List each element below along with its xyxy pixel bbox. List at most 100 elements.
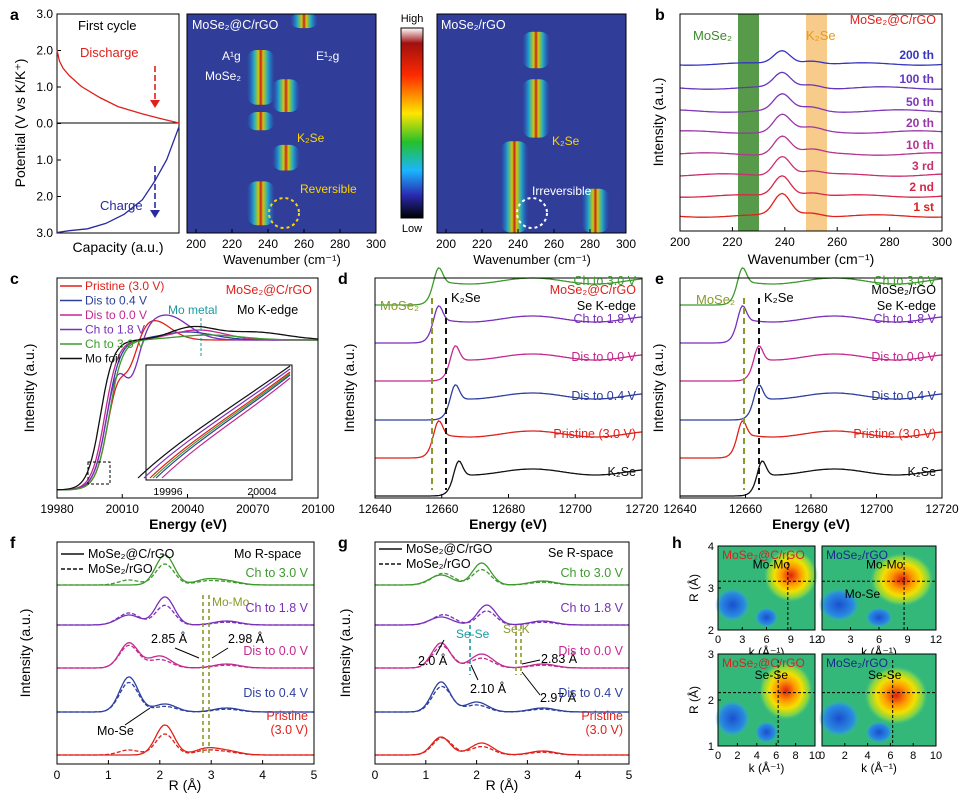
map1-xlabel: Wavenumber (cm⁻¹): [223, 252, 341, 267]
se-x-tick-label: 12640: [663, 502, 697, 516]
map-x-tick-label: 300: [616, 237, 636, 251]
raman-spectrum-3rd: [679, 155, 943, 177]
map2-title: MoSe₂/rGO: [441, 18, 506, 32]
map1-a1g-label: A¹g: [222, 49, 241, 63]
rspace-curve: [57, 604, 314, 626]
raman-spectrum-50th: [679, 93, 943, 113]
panel-f-xlabel: R (Å): [169, 777, 202, 793]
wt-cold-spot: [754, 607, 779, 628]
spectrum-label: K₂Se: [908, 465, 937, 479]
f-mose-label: Mo-Se: [97, 724, 134, 738]
wt-ytick-label: 3: [708, 583, 714, 595]
se-x-tick-label: 12660: [729, 502, 763, 516]
wt-cold-spot: [818, 700, 860, 737]
panel-f-ylabel: Intensity (a.u.): [17, 609, 33, 698]
map2-xticks: 200 220 240 260 280 300: [436, 229, 636, 251]
colorbar: [400, 27, 424, 219]
spectrum-label: K₂Se: [608, 465, 637, 479]
wt-xtick-label: 9: [788, 634, 794, 646]
wt-ytick-label: 3: [708, 649, 714, 661]
map2-marker-circle: [516, 197, 548, 229]
cycle-label: 50 th: [906, 95, 934, 109]
xanes-curve: [57, 334, 318, 491]
panel-f: MoSe₂@C/rGO MoSe₂/rGO Mo R-space Mo-Mo 2…: [17, 541, 318, 793]
raman-peak-band: [272, 79, 300, 113]
spectrum-label: Pristine (3.0 V): [553, 427, 636, 441]
panel-e-xlabel: Energy (eV): [772, 516, 850, 532]
panel-letter-b: b: [655, 7, 665, 24]
panel-d-curves: [375, 267, 643, 497]
r-x-tick-label: 4: [259, 768, 266, 782]
r-x-tick-label: 0: [54, 768, 61, 782]
rspace-curve: [375, 568, 629, 586]
se-x-tick-label: 12720: [625, 502, 659, 516]
wt-hot-spot: [864, 665, 929, 725]
f-r2-label: 2.98 Å: [228, 631, 265, 646]
c-x-tick-label: 20070: [236, 502, 270, 516]
rspace-curve: [57, 563, 314, 586]
wt-ytick-label: 4: [708, 541, 714, 553]
se-xanes-curve: [680, 305, 943, 344]
wt-map-frame: [821, 653, 937, 747]
d-k2se-label: K₂Se: [451, 290, 481, 305]
r-x-tick-label: 3: [524, 768, 531, 782]
raman-peak-band: [246, 181, 275, 226]
g-sese-label: Se-Se: [456, 627, 490, 641]
map-shade: [187, 14, 376, 233]
cycle-label: 3 rd: [912, 159, 934, 173]
mo-metal-label: Mo metal: [168, 303, 217, 317]
map-x-tick-label: 220: [222, 237, 242, 251]
wt-xtick-label: 0: [819, 750, 825, 762]
wt-xtick-label: 3: [847, 634, 853, 646]
wt-feature-label: Se-Se: [868, 668, 902, 682]
first-cycle-label: First cycle: [78, 18, 137, 33]
a-ytick-label: 2.0: [36, 44, 53, 58]
panel-b-ylabel: Intensity (a.u.): [650, 78, 666, 167]
wt-ytick-label: 2: [708, 625, 714, 637]
g-title: Se R-space: [548, 546, 613, 560]
wt-feature-label: Mo-Mo: [753, 558, 791, 572]
se-x-tick-label: 12680: [794, 502, 828, 516]
f-legend-dashed-label: MoSe₂/rGO: [88, 562, 153, 576]
spectrum-label: Dis to 0.4 V: [871, 389, 936, 403]
r-x-tick-label: 3: [208, 768, 215, 782]
d-edge-label: Se K-edge: [577, 299, 636, 313]
wt-ytick-label: 2: [708, 695, 714, 707]
panel-b-xticks: 200 220 240 260 280 300: [670, 227, 952, 249]
r-x-tick-label: 2: [156, 768, 163, 782]
wt-map-label: MoSe₂/rGO: [826, 656, 888, 670]
map-shade: [437, 14, 626, 233]
spectrum-label: Ch to 1.8 V: [873, 312, 936, 326]
e-edge-label: Se K-edge: [877, 299, 936, 313]
charge-label: Charge: [100, 198, 143, 213]
spectrum-label: Pristine (3.0 V): [853, 427, 936, 441]
panel-b-curves: [679, 50, 943, 218]
r-x-tick-label: 5: [311, 768, 318, 782]
raman-peak-band: [522, 31, 550, 69]
rspace-curve: [57, 644, 314, 669]
cycle-label: 200 th: [899, 48, 934, 62]
g-r1-arrow: [435, 639, 445, 656]
colorbar-high-label: High: [401, 13, 424, 25]
panel-d-xlabel: Energy (eV): [469, 516, 547, 532]
f-r1-arrow: [174, 647, 200, 659]
se-x-tick-label: 12700: [860, 502, 894, 516]
wt-cold-spot: [715, 588, 751, 622]
panel-letter-c: c: [10, 271, 19, 288]
panel-c-ylabel: Intensity (a.u.): [21, 344, 37, 433]
rspace-label: Pristine: [581, 709, 623, 723]
map-x-tick-label: 240: [258, 237, 278, 251]
band-k2se-label: K₂Se: [806, 28, 836, 43]
f-momo-label: Mo-Mo: [212, 595, 250, 609]
panel-letter-d: d: [338, 271, 348, 288]
wt-cold-spot: [865, 721, 893, 744]
rspace-label: Ch to 1.8 V: [245, 601, 308, 615]
panel-letter-f: f: [10, 535, 16, 552]
wt-xtick-label: 4: [754, 750, 760, 762]
panel-b-frame: [679, 13, 943, 232]
wt-xtick-label: 6: [887, 750, 893, 762]
se-x-tick-label: 12720: [925, 502, 959, 516]
